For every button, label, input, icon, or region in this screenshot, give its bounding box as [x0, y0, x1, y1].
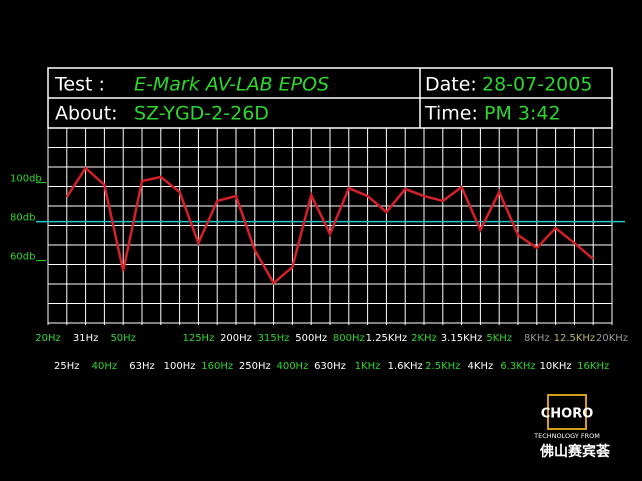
logo-brand: CHORO	[541, 407, 594, 422]
logo-tagline: TECHNOLOGY FROM	[533, 432, 600, 440]
x-tick-label: 125Hz	[182, 333, 214, 344]
x-tick-label: 25Hz	[54, 361, 80, 372]
time-value: PM 3:42	[484, 103, 561, 125]
y-tick-label: 80db	[10, 213, 35, 224]
x-tick-label: 20Hz	[35, 333, 61, 344]
date-label: Date:	[425, 74, 477, 96]
x-tick-label: 250Hz	[239, 361, 271, 372]
x-tick-label: 16KHz	[577, 361, 609, 372]
x-tick-label: 1.6KHz	[388, 361, 423, 372]
x-tick-label: 800Hz	[333, 333, 365, 344]
x-tick-label: 8KHz	[524, 333, 550, 344]
x-tick-label: 20KHz	[596, 333, 628, 344]
x-tick-label: 4KHz	[468, 361, 494, 372]
test-value: E-Mark AV-LAB EPOS	[134, 74, 329, 96]
x-tick-label: 12.5KHz	[554, 333, 596, 344]
x-tick-label: 31Hz	[73, 333, 99, 344]
y-tick-label: 60db	[10, 252, 35, 263]
x-tick-label: 63Hz	[129, 361, 155, 372]
x-tick-label: 1.25KHz	[366, 333, 408, 344]
x-tick-label: 10KHz	[540, 361, 572, 372]
x-tick-label: 400Hz	[276, 361, 308, 372]
x-tick-label: 315Hz	[258, 333, 290, 344]
x-tick-label: 50Hz	[110, 333, 136, 344]
x-tick-label: 5KHz	[486, 333, 512, 344]
x-tick-label: 40Hz	[92, 361, 118, 372]
x-tick-label: 630Hz	[314, 361, 346, 372]
x-tick-label: 1KHz	[355, 361, 381, 372]
x-tick-label: 3.15KHz	[441, 333, 483, 344]
x-tick-label: 500Hz	[295, 333, 327, 344]
x-tick-label: 200Hz	[220, 333, 252, 344]
x-tick-label: 2KHz	[411, 333, 437, 344]
logo-account: 佛山赛宾荟	[539, 443, 611, 460]
time-label: Time:	[424, 103, 478, 125]
test-label: Test :	[54, 74, 105, 96]
data-line	[65, 166, 595, 285]
x-tick-label: 100Hz	[164, 361, 196, 372]
logo-frame	[547, 394, 587, 430]
logo: CHORO TECHNOLOGY FROM 佛山赛宾荟	[533, 394, 611, 460]
x-tick-label: 6.3KHz	[500, 361, 535, 372]
plot: 100db 80db 60db 20Hz 25Hz 31Hz 40Hz 50Hz 63Hz 100…	[10, 127, 628, 372]
about-label: About:	[55, 103, 118, 125]
x-tick-label: 2.5KHz	[425, 361, 460, 372]
date-value: 28-07-2005	[482, 74, 592, 96]
x-tick-label: 160Hz	[201, 361, 233, 372]
about-value: SZ-YGD-2-26D	[134, 103, 269, 125]
y-tick-label: 100db	[10, 174, 42, 185]
